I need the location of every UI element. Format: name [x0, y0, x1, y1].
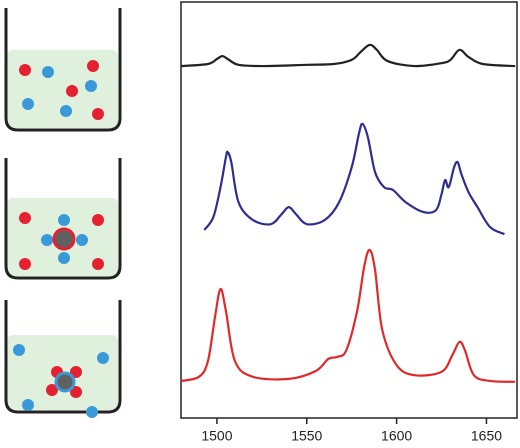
spectrum-line	[180, 43, 516, 68]
spectrum-line	[180, 248, 516, 383]
particles	[13, 344, 109, 418]
beaker	[4, 158, 122, 280]
x-tick-label: 1650	[471, 428, 502, 444]
x-tick-label: 1550	[291, 428, 322, 444]
beakers	[4, 8, 122, 418]
plot-frame	[180, 1, 518, 419]
spectrum-line	[203, 122, 505, 236]
beaker	[4, 8, 122, 132]
x-tick-label: 1600	[381, 428, 412, 444]
x-tick-label: 1500	[201, 428, 232, 444]
particles	[19, 60, 104, 120]
particles	[19, 212, 104, 270]
beaker	[4, 300, 122, 414]
